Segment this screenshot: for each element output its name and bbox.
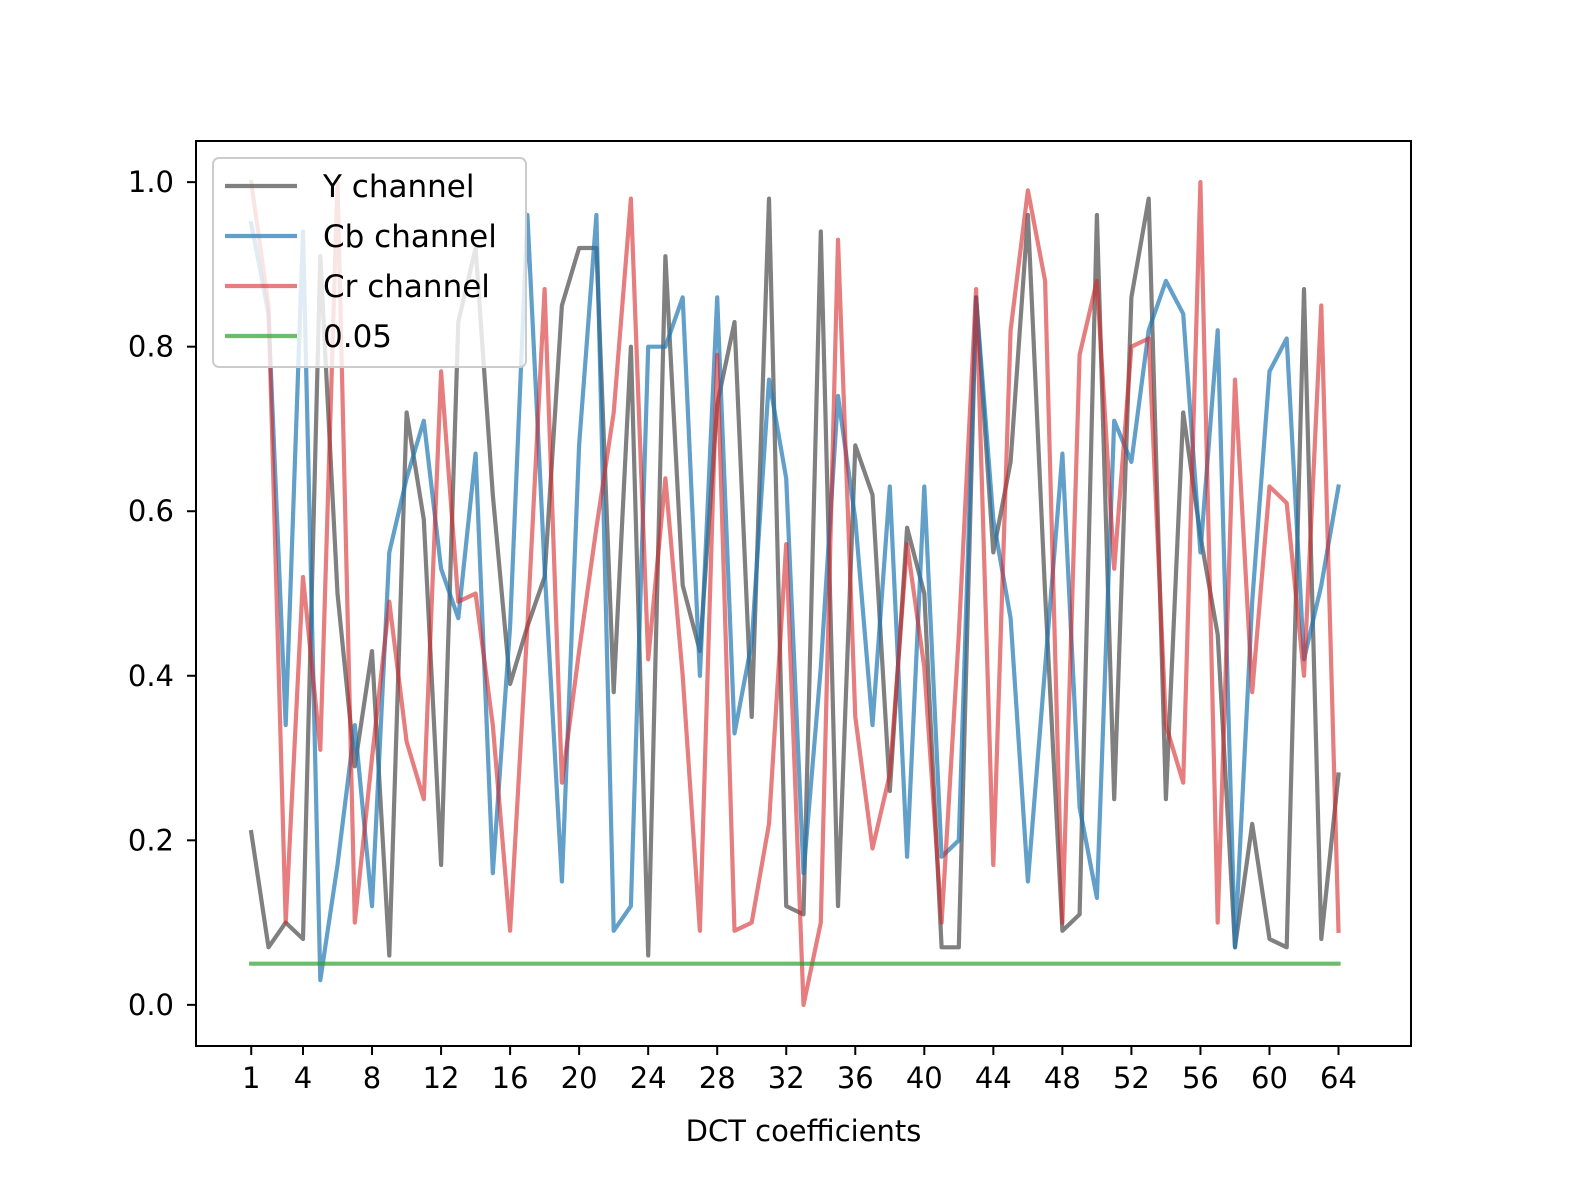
- legend: Y channel Cb channel Cr channel 0.05: [212, 157, 527, 368]
- x-tick-label: 36: [837, 1061, 874, 1095]
- x-tick-label: 48: [1044, 1061, 1081, 1095]
- x-tick-label: 56: [1182, 1061, 1219, 1095]
- x-axis-title: DCT coefficients: [686, 1114, 922, 1148]
- x-tick-label: 52: [1113, 1061, 1150, 1095]
- legend-label: Cb channel: [323, 219, 497, 255]
- x-tick-label: 64: [1320, 1061, 1357, 1095]
- x-tick-label: 28: [699, 1061, 736, 1095]
- x-tick-label: 40: [906, 1061, 943, 1095]
- x-tick-label: 4: [294, 1061, 312, 1095]
- x-tick-label: 8: [363, 1061, 381, 1095]
- legend-label: Y channel: [322, 169, 474, 205]
- series-layer: [248, 179, 1341, 1008]
- y-axis: 0.0 0.2 0.4 0.6 0.8 1.0: [128, 165, 196, 1022]
- x-tick-label: 12: [423, 1061, 460, 1095]
- x-tick-label: 1: [242, 1061, 260, 1095]
- legend-box: [212, 157, 527, 368]
- y-tick-label: 0.4: [128, 659, 174, 693]
- y-tick-label: 0.6: [128, 494, 174, 528]
- x-tick-label: 60: [1251, 1061, 1288, 1095]
- plot-frame: [195, 140, 1412, 1047]
- x-tick-label: 32: [768, 1061, 805, 1095]
- x-axis: 1 4 8 12 16 20 24 28 32 36 40 44 48 52 56 60 64: [242, 1046, 1357, 1095]
- x-tick-label: 44: [975, 1061, 1012, 1095]
- series-line-1: [248, 212, 1341, 983]
- y-tick-label: 1.0: [128, 165, 174, 199]
- y-tick-label: 0.0: [128, 988, 174, 1022]
- x-tick-label: 20: [561, 1061, 598, 1095]
- y-tick-label: 0.2: [128, 823, 174, 857]
- x-tick-label: 16: [492, 1061, 529, 1095]
- y-tick-label: 0.8: [128, 330, 174, 364]
- series-line-2: [248, 179, 1341, 1008]
- x-tick-label: 24: [630, 1061, 667, 1095]
- legend-label: Cr channel: [323, 269, 490, 305]
- legend-label: 0.05: [323, 319, 392, 355]
